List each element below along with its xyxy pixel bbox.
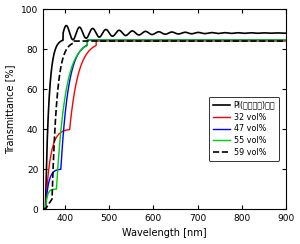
55 vol% bbox=[54, 188, 57, 191]
47 vol% bbox=[277, 39, 281, 41]
PI(ポリマー)のみ bbox=[153, 32, 157, 35]
47 vol% bbox=[41, 208, 45, 211]
59 vol% bbox=[41, 208, 45, 211]
Line: 55 vol%: 55 vol% bbox=[43, 40, 286, 209]
PI(ポリマー)のみ bbox=[41, 208, 45, 211]
32 vol% bbox=[94, 40, 98, 42]
47 vol% bbox=[54, 169, 57, 172]
32 vol% bbox=[41, 208, 45, 211]
55 vol% bbox=[160, 39, 163, 41]
Line: 47 vol%: 47 vol% bbox=[43, 40, 286, 209]
59 vol% bbox=[72, 40, 76, 42]
59 vol% bbox=[54, 116, 57, 119]
55 vol% bbox=[232, 39, 236, 41]
PI(ポリマー)のみ bbox=[284, 32, 288, 35]
PI(ポリマー)のみ bbox=[232, 32, 236, 35]
59 vol% bbox=[153, 40, 157, 42]
PI(ポリマー)のみ bbox=[160, 31, 163, 34]
PI(ポリマー)のみ bbox=[277, 31, 281, 34]
55 vol% bbox=[41, 208, 45, 211]
Legend: PI(ポリマー)のみ, 32 vol%, 47 vol%, 55 vol%, 59 vol%: PI(ポリマー)のみ, 32 vol%, 47 vol%, 55 vol%, 5… bbox=[209, 97, 279, 161]
Y-axis label: Transmittance [%]: Transmittance [%] bbox=[6, 64, 16, 154]
32 vol% bbox=[284, 40, 288, 42]
Line: 59 vol%: 59 vol% bbox=[43, 41, 286, 209]
32 vol% bbox=[160, 40, 163, 42]
X-axis label: Wavelength [nm]: Wavelength [nm] bbox=[122, 228, 207, 238]
Line: PI(ポリマー)のみ: PI(ポリマー)のみ bbox=[43, 26, 286, 209]
PI(ポリマー)のみ bbox=[54, 47, 57, 50]
47 vol% bbox=[160, 39, 163, 41]
55 vol% bbox=[85, 39, 89, 41]
47 vol% bbox=[284, 39, 288, 41]
32 vol% bbox=[277, 40, 281, 42]
47 vol% bbox=[153, 39, 157, 41]
PI(ポリマー)のみ bbox=[64, 24, 68, 27]
55 vol% bbox=[153, 39, 157, 41]
59 vol% bbox=[284, 40, 288, 42]
59 vol% bbox=[277, 40, 281, 42]
Line: 32 vol%: 32 vol% bbox=[43, 41, 286, 209]
32 vol% bbox=[54, 137, 57, 140]
59 vol% bbox=[232, 40, 236, 42]
55 vol% bbox=[284, 39, 288, 41]
55 vol% bbox=[277, 39, 281, 41]
32 vol% bbox=[153, 40, 157, 42]
47 vol% bbox=[277, 39, 281, 41]
47 vol% bbox=[85, 39, 89, 41]
59 vol% bbox=[277, 40, 281, 42]
32 vol% bbox=[232, 40, 236, 42]
55 vol% bbox=[277, 39, 281, 41]
59 vol% bbox=[160, 40, 163, 42]
47 vol% bbox=[232, 39, 236, 41]
PI(ポリマー)のみ bbox=[277, 31, 281, 34]
32 vol% bbox=[277, 40, 281, 42]
